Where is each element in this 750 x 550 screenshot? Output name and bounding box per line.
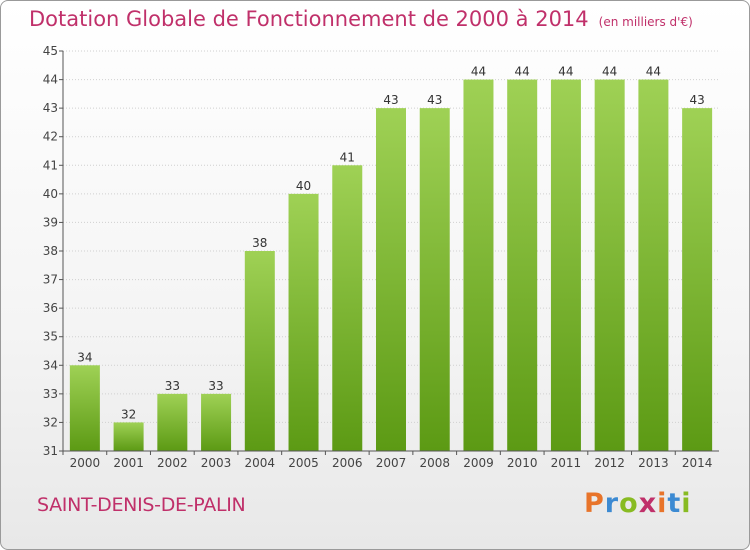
data-label: 40 [296,179,311,193]
data-label: 33 [165,379,180,393]
logo-letter: P [584,488,605,519]
x-tick-label: 2011 [551,456,582,470]
y-tick-label: 31 [43,444,58,458]
data-label: 44 [471,65,486,79]
data-label: 41 [340,150,355,164]
y-tick-label: 37 [43,273,58,287]
y-tick-label: 41 [43,158,58,172]
x-tick-label: 2012 [594,456,625,470]
logo-letter: x [638,488,658,519]
axes: 31 32 33 34 35 36 37 38 39 40 41 42 43 44 45 2000 2001 20… [43,44,719,470]
data-labels: 34 32 33 33 38 40 41 43 43 44 44 44 44 44 43 [77,65,705,422]
x-tick-label: 2001 [113,456,144,470]
y-tick-label: 35 [43,330,58,344]
data-label: 38 [252,236,267,250]
y-tick-label: 32 [43,415,58,429]
x-tick-label: 2002 [157,456,188,470]
chart-title: Dotation Globale de Fonctionnement de 20… [29,7,693,31]
bar [201,393,232,451]
bar [507,79,538,452]
y-tick-label: 39 [43,215,58,229]
x-tick-label: 2000 [70,456,101,470]
bar [288,193,319,451]
commune-name: SAINT-DENIS-DE-PALIN [37,494,246,516]
x-tick-label: 2008 [419,456,450,470]
bar [419,108,450,452]
x-tick-label: 2004 [245,456,276,470]
x-tick-label: 2003 [201,456,232,470]
x-tick-label: 2014 [682,456,713,470]
data-label: 43 [383,93,398,107]
y-tick-label: 33 [43,387,58,401]
proxiti-logo: Proxiti [584,488,692,519]
bar [113,422,144,451]
logo-letter: o [619,488,639,519]
bar [638,79,669,452]
data-label: 33 [208,379,223,393]
bar [157,393,188,451]
bar [463,79,494,452]
data-label: 44 [602,65,617,79]
data-label: 44 [515,65,530,79]
y-tick-label: 36 [43,301,58,315]
unit-label: (en milliers d'€) [598,15,693,29]
y-tick-label: 40 [43,187,58,201]
x-tick-label: 2006 [332,456,363,470]
bar [682,108,713,452]
bars-group [69,79,713,452]
x-tick-label: 2010 [507,456,538,470]
data-label: 32 [121,407,136,421]
y-tick-label: 34 [43,358,58,372]
y-tick-label: 45 [43,44,58,58]
logo-letter: r [604,488,620,519]
x-tick-label: 2013 [638,456,669,470]
logo-letter: t [667,488,682,519]
bar [332,165,363,452]
data-label: 43 [427,93,442,107]
x-tick-label: 2007 [376,456,407,470]
data-label: 44 [646,65,661,79]
chart-title-text: Dotation Globale de Fonctionnement de 20… [29,7,589,31]
y-tick-label: 42 [43,130,58,144]
bar [376,108,406,452]
bar [244,251,275,451]
bar [594,79,625,452]
data-label: 44 [558,65,573,79]
data-label: 34 [77,350,92,364]
y-tick-label: 43 [43,101,58,115]
y-tick-label: 44 [43,73,58,87]
logo-letter: i [657,488,668,519]
data-label: 43 [689,93,704,107]
bar [550,79,581,452]
bar [69,365,100,451]
logo-letter: i [681,488,692,519]
x-tick-label: 2009 [463,456,494,470]
x-tick-label: 2005 [288,456,319,470]
y-tick-label: 38 [43,244,58,258]
